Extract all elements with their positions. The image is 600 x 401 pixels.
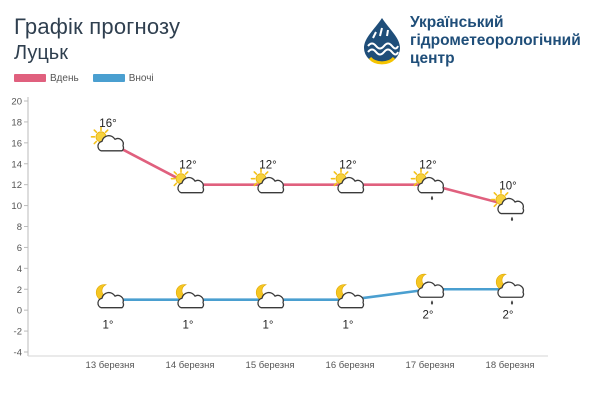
x-tick-label: 13 березня: [86, 360, 135, 371]
cloud-shape: [177, 176, 205, 194]
day-data-label: 16°: [99, 118, 116, 130]
legend-item-night[interactable]: Вночі: [92, 72, 154, 84]
cloud-shape: [417, 281, 445, 298]
night-data-label: 1°: [183, 320, 194, 332]
rain-drop: [510, 216, 514, 222]
moon-cloud-icon: [335, 284, 365, 309]
y-tick-label: 4: [17, 264, 22, 275]
org-name-line3: центр: [410, 50, 455, 67]
sun-ray: [333, 171, 338, 175]
sun-ray: [493, 192, 498, 196]
org-name-line2: гідрометеорологічний: [410, 32, 581, 49]
night-data-label: 1°: [343, 320, 354, 332]
day-series-line: [109, 141, 511, 207]
rain-drop: [430, 195, 434, 201]
legend-swatch-day: [14, 74, 46, 82]
org-name: Український гідрометеорологічний центр: [410, 14, 581, 68]
moon-cloud-icon: [95, 284, 125, 309]
night-data-label: 1°: [103, 320, 114, 332]
x-tick-label: 15 березня: [246, 360, 295, 371]
rain-drop: [430, 300, 434, 305]
sun-ray: [93, 129, 98, 134]
sun-cloud-icon: [170, 168, 205, 194]
moon-cloud-rain-icon: [495, 273, 525, 305]
legend-label-night: Вночі: [128, 72, 154, 84]
cloud-shape: [97, 292, 125, 309]
sun-ray: [173, 171, 178, 175]
x-tick-label: 17 березня: [406, 360, 455, 371]
legend-label-day: Вдень: [50, 72, 79, 84]
x-tick-label: 14 березня: [166, 360, 215, 371]
y-tick-label: 2: [17, 285, 22, 296]
moon-cloud-icon: [175, 284, 205, 309]
cloud-shape: [337, 292, 365, 309]
chart-legend: Вдень Вночі: [14, 70, 168, 86]
cloud-shape: [257, 292, 285, 309]
sun-ray: [184, 171, 189, 175]
night-data-label: 2°: [503, 309, 514, 321]
cloud-shape: [497, 197, 525, 215]
sun-cloud-rain-icon: [490, 189, 525, 222]
y-tick-label: -4: [14, 348, 22, 359]
y-tick-label: 6: [17, 243, 22, 254]
sun-ray: [504, 192, 509, 196]
y-tick-label: 20: [11, 97, 22, 108]
sun-ray: [344, 171, 349, 175]
hydromet-logo-icon: [364, 18, 400, 65]
x-tick-label: 18 березня: [486, 360, 535, 371]
y-tick-label: 0: [17, 306, 22, 317]
cloud-shape: [337, 176, 365, 194]
y-tick-label: 14: [11, 159, 22, 170]
chart-title: Графік прогнозу: [14, 14, 181, 39]
night-data-label: 2°: [423, 309, 434, 321]
moon-cloud-rain-icon: [415, 273, 445, 305]
sun-ray: [253, 171, 258, 175]
legend-swatch-night: [92, 74, 125, 82]
y-tick-label: 18: [11, 117, 22, 128]
day-data-label: 12°: [259, 160, 276, 172]
cloud-shape: [417, 176, 445, 194]
sun-ray: [424, 171, 429, 175]
city-name: Луцьк: [14, 42, 68, 64]
cloud-shape: [97, 135, 125, 152]
sun-ray: [253, 182, 258, 187]
sun-cloud-rain-icon: [410, 168, 445, 201]
night-series-line: [110, 287, 510, 302]
sun-ray: [413, 171, 418, 175]
sun-ray: [173, 182, 178, 187]
sun-ray: [264, 171, 269, 175]
y-tick-label: 10: [11, 201, 22, 212]
y-tick-label: 12: [11, 180, 22, 191]
day-data-label: 12°: [419, 160, 436, 172]
sun-ray: [93, 140, 98, 145]
cloud-shape: [177, 292, 205, 309]
sun-ray: [333, 182, 338, 187]
y-tick-label: -2: [14, 327, 22, 338]
day-data-label: 12°: [179, 160, 196, 172]
night-data-label: 1°: [263, 320, 274, 332]
y-tick-label: 8: [17, 222, 22, 233]
y-tick-label: 16: [11, 138, 22, 149]
sun-cloud-icon: [330, 168, 365, 194]
sun-ray: [413, 182, 418, 187]
day-data-label: 12°: [339, 160, 356, 172]
cloud-shape: [257, 176, 285, 194]
sun-cloud-icon: [250, 168, 285, 194]
legend-item-day[interactable]: Вдень: [14, 73, 79, 84]
sun-ray: [493, 203, 498, 208]
day-data-label: 10°: [499, 181, 516, 193]
cloud-shape: [497, 281, 525, 298]
sun-cloud-icon: [90, 126, 125, 152]
x-tick-label: 16 березня: [326, 360, 375, 371]
org-name-line1: Український: [410, 14, 504, 31]
rain-drop: [510, 300, 514, 305]
moon-cloud-icon: [255, 284, 285, 309]
sun-ray: [104, 129, 109, 134]
